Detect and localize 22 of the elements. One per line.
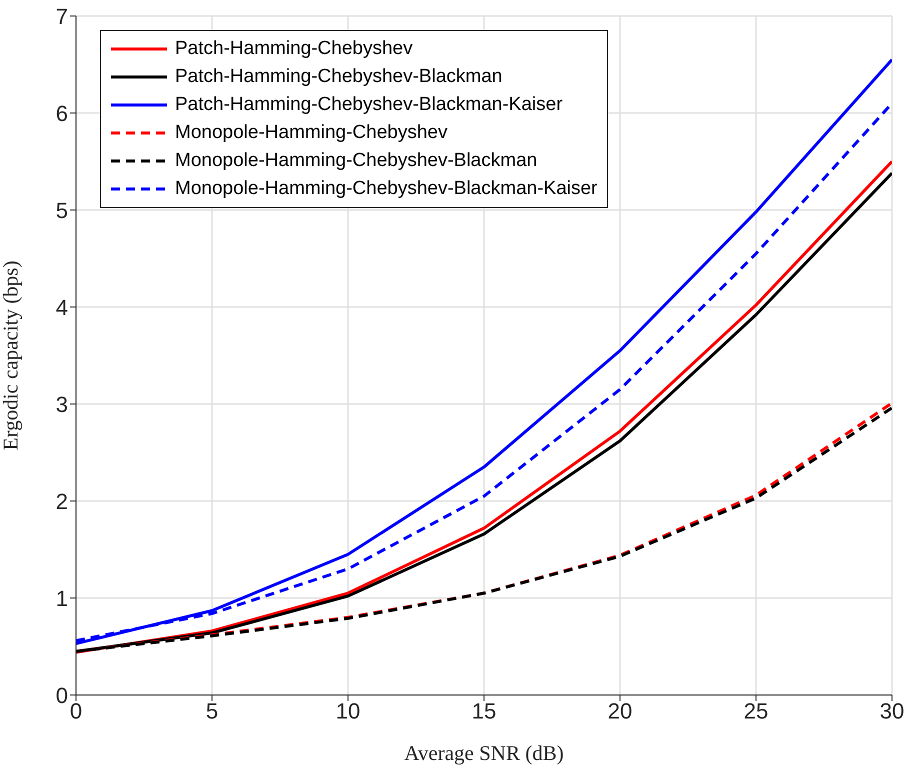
legend-label: Patch-Hamming-Chebyshev: [175, 37, 413, 61]
x-tick-label: 30: [880, 698, 904, 724]
x-tick-label: 15: [472, 698, 496, 724]
legend-label: Patch-Hamming-Chebyshev-Blackman-Kaiser: [175, 93, 563, 117]
legend-label: Monopole-Hamming-Chebyshev-Blackman: [175, 149, 538, 173]
x-tick-label: 25: [744, 698, 768, 724]
y-tick-label: 3: [56, 392, 68, 417]
y-tick-label: 5: [56, 198, 68, 223]
y-tick-label: 0: [56, 682, 68, 708]
legend-label: Monopole-Hamming-Chebyshev: [175, 121, 448, 145]
x-tick-label: 5: [206, 698, 218, 724]
legend-label: Monopole-Hamming-Chebyshev-Blackman-Kaiser: [175, 177, 598, 201]
y-tick-label: 7: [56, 4, 68, 29]
y-axis-title: Ergodic capacity (bps): [0, 260, 22, 450]
x-axis-title: Average SNR (dB): [404, 741, 564, 765]
y-tick-label: 1: [56, 586, 68, 611]
legend-label: Patch-Hamming-Chebyshev-Blackman: [175, 65, 502, 89]
y-tick-label: 2: [56, 488, 68, 514]
x-tick-label: 10: [336, 698, 360, 724]
y-tick-label: 4: [56, 294, 68, 320]
x-tick-label: 20: [608, 698, 632, 724]
y-tick-label: 6: [56, 100, 68, 126]
